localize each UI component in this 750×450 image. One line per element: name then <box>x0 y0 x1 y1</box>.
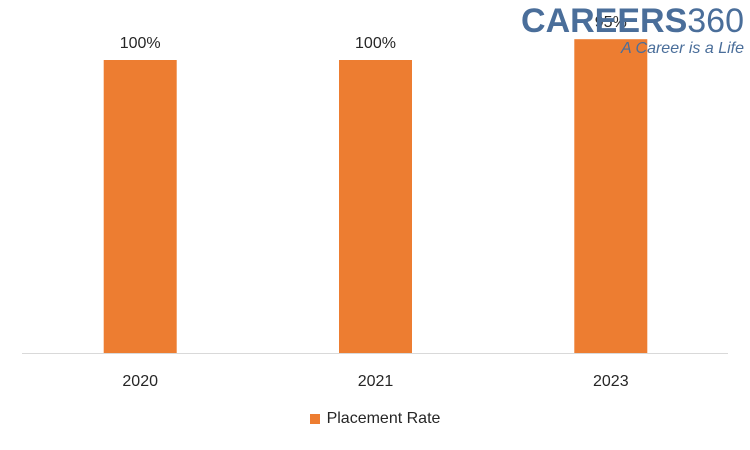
logo-wordmark: CAREERS360 <box>514 2 744 40</box>
legend-label: Placement Rate <box>326 410 441 427</box>
bar-2021 <box>339 60 412 353</box>
logo-word: CAREERS <box>521 2 688 40</box>
logo-tagline: A Career is a Life <box>620 40 744 57</box>
x-tick-label-2020: 2020 <box>122 373 158 390</box>
data-label-2020: 100% <box>120 35 161 52</box>
data-label-2023: 95% <box>595 14 627 31</box>
legend-swatch <box>309 414 320 424</box>
data-label-2021: 100% <box>355 35 396 52</box>
x-tick-label-2023: 2023 <box>593 373 629 390</box>
careers360-logo: CAREERS360 A Career is a Life <box>514 2 744 62</box>
bar-2023 <box>574 39 648 353</box>
logo-number: 360 <box>687 2 744 40</box>
bar-2020 <box>103 60 177 353</box>
x-tick-label-2021: 2021 <box>358 373 394 390</box>
chart-legend: Placement Rate <box>0 407 750 431</box>
